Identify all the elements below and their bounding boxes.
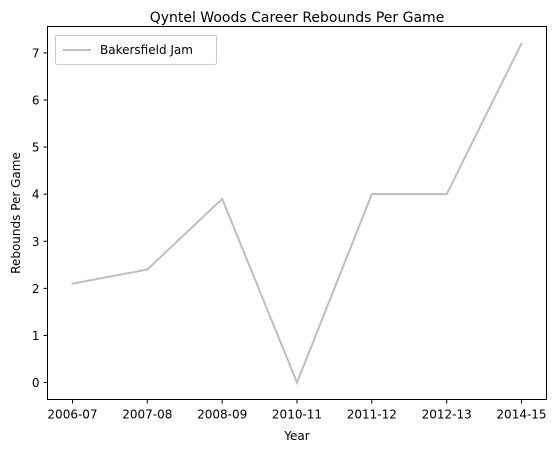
y-tick-label: 4	[32, 188, 40, 202]
plot-frame	[47, 26, 547, 400]
x-tick-label: 2012-13	[422, 408, 472, 422]
data-point	[370, 193, 373, 196]
data-point	[296, 381, 298, 384]
data-point	[221, 197, 224, 200]
data-point	[445, 193, 448, 196]
x-tick-label: 2014-15	[496, 408, 546, 422]
series-layer	[71, 42, 523, 386]
y-tick-label: 7	[32, 46, 40, 60]
y-tick-label: 3	[32, 235, 40, 249]
data-point	[520, 42, 523, 45]
x-tick-label: 2008-09	[197, 408, 247, 422]
x-tick-label: 2010-11	[272, 408, 322, 422]
y-tick-label: 1	[32, 329, 40, 343]
x-axis-label: Year	[283, 429, 309, 443]
legend: Bakersfield Jam	[55, 35, 217, 65]
x-tick-label: 2007-08	[122, 408, 172, 422]
x-tick-label: 2006-07	[47, 408, 97, 422]
y-tick-label: 5	[32, 141, 40, 155]
data-point	[71, 282, 74, 285]
series-line	[72, 43, 523, 386]
y-tick-label: 0	[32, 376, 40, 390]
x-tick-label: 2011-12	[347, 408, 397, 422]
y-tick-label: 2	[32, 282, 40, 296]
y-axis-label: Rebounds Per Game	[9, 152, 23, 274]
y-axis: 0 1 2 3 4 5 6 7	[32, 46, 48, 390]
chart-title: Qyntel Woods Career Rebounds Per Game	[150, 10, 445, 26]
data-point	[146, 268, 149, 271]
legend-box	[55, 35, 217, 65]
y-tick-label: 6	[32, 93, 40, 107]
legend-label: Bakersfield Jam	[100, 43, 193, 57]
x-axis: 2006-07 2007-08 2008-09 2010-11 2011-12 2012-…	[47, 399, 547, 422]
